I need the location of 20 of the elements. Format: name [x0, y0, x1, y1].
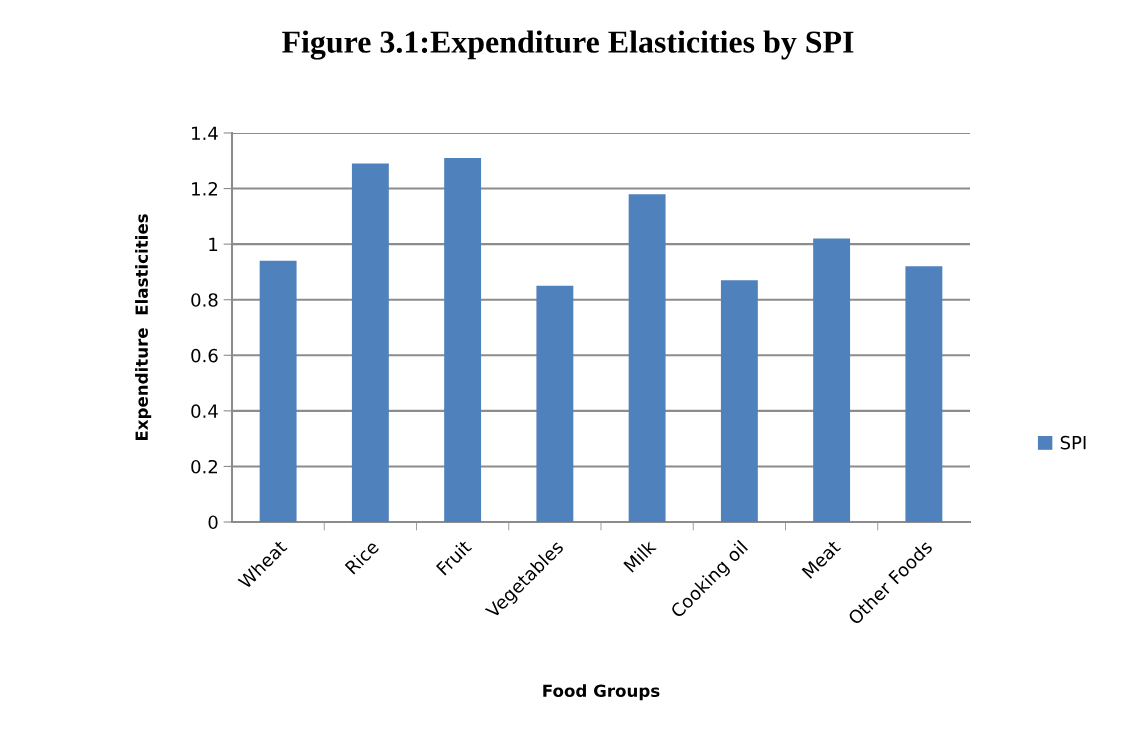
- y-tick-label: 1.4: [192, 126, 218, 140]
- x-axis-title: Food Groups: [543, 684, 660, 701]
- bar: [628, 194, 666, 522]
- chart-title: Figure 3.1:Expenditure Elasticities by SPI: [282, 30, 854, 60]
- bar: [351, 163, 389, 522]
- bar: [536, 285, 574, 522]
- y-tick-label: 1: [209, 237, 218, 251]
- bar: [444, 158, 482, 522]
- y-tick-label: 0.6: [191, 348, 218, 363]
- bar: [720, 280, 758, 522]
- y-tick-label: 0.8: [191, 293, 218, 307]
- legend-label: SPI: [1060, 435, 1086, 450]
- y-tick-label: 0.4: [191, 404, 218, 418]
- bar: [259, 260, 297, 522]
- y-tick-label: 0.2: [191, 459, 217, 474]
- y-tick-label: 1.2: [192, 182, 217, 196]
- bar: [813, 238, 851, 522]
- y-axis-title: Expenditure Elasticities: [135, 214, 152, 441]
- y-tick-label: 0: [208, 515, 218, 530]
- bar: [905, 266, 943, 522]
